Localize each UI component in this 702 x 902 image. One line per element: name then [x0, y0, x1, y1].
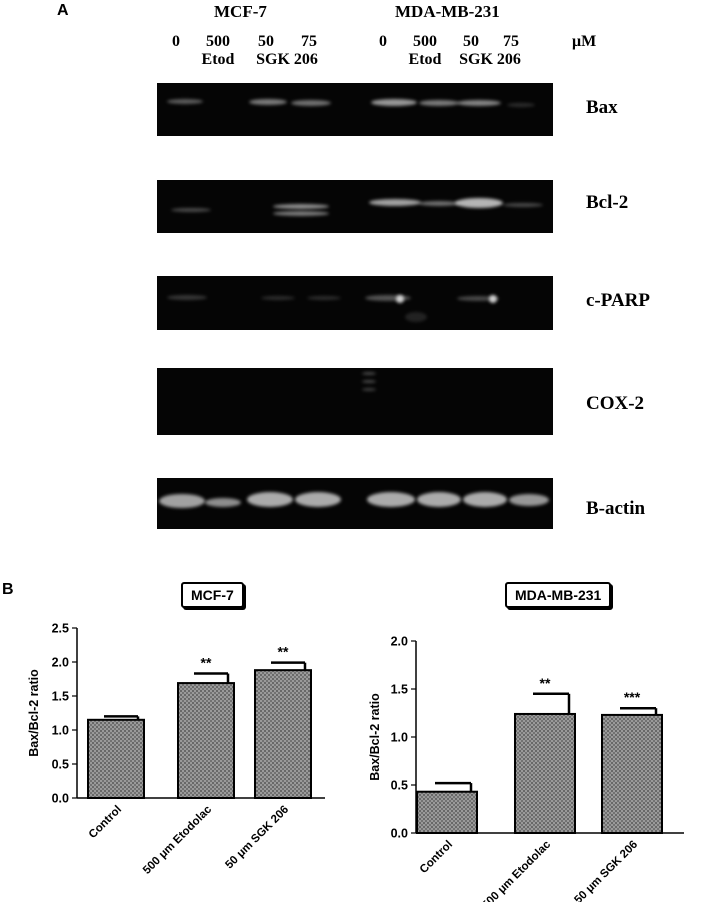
bar-chart-mcf7: 0.0 0.5 1.0 1.5 2.0 2.5 Bax/Bcl-2 ratio Control…: [0, 610, 351, 902]
panel-b-letter: B: [2, 581, 14, 599]
lane-label: 75: [497, 33, 525, 51]
bar-chart-mdamb231: 0.0 0.5 1.0 1.5 2.0 Bax/Bcl-2 ratio Control ** 5…: [351, 610, 702, 902]
blot-label-cparp: c-PARP: [586, 290, 650, 312]
bar: [88, 720, 144, 798]
y-tick-label: 0.5: [52, 758, 69, 772]
y-tick-label: 1.0: [52, 724, 69, 738]
lane-agent-label: SGK 206: [252, 51, 322, 69]
western-blot-bcl2: [157, 180, 553, 233]
chart-title-mdamb231: MDA-MB-231: [505, 582, 611, 608]
significance-marker: **: [540, 675, 551, 691]
significance-marker: **: [278, 644, 289, 660]
x-tick-label: Control: [87, 804, 124, 841]
blot-label-bax: Bax: [586, 97, 618, 119]
y-tick-label: 0.5: [391, 779, 408, 793]
cell-line-title-mdamb231: MDA-MB-231: [395, 2, 500, 22]
western-blot-bax: [157, 83, 553, 136]
bar: [417, 792, 477, 833]
lane-label: 50: [456, 33, 486, 51]
lane-label: 75: [291, 33, 327, 51]
lane-label: 0: [163, 33, 189, 51]
western-blot-cox2: [157, 368, 553, 435]
blot-label-b-actin: B-actin: [586, 498, 645, 520]
x-tick-label: Control: [418, 839, 455, 876]
chart-title-mcf7: MCF-7: [181, 582, 244, 608]
lane-label: 500 Etod: [403, 33, 447, 69]
lane-agent-label: SGK 206: [451, 51, 529, 69]
lane-label: 0: [370, 33, 396, 51]
y-tick-label: 2.0: [391, 635, 408, 649]
bar: [255, 670, 311, 798]
panel-a-letter: A: [57, 2, 69, 20]
y-tick-label: 0.0: [391, 827, 408, 841]
lane-label: 500 Etod: [196, 33, 240, 69]
western-blot-cparp: [157, 276, 553, 330]
lane-label: 50: [246, 33, 286, 51]
y-tick-label: 1.5: [52, 690, 69, 704]
y-tick-label: 0.0: [52, 792, 69, 806]
significance-marker: **: [201, 655, 212, 671]
y-axis-label: Bax/Bcl-2 ratio: [27, 669, 41, 757]
y-tick-label: 1.5: [391, 683, 408, 697]
significance-marker: ***: [624, 689, 641, 705]
unit-label: μM: [572, 33, 596, 51]
x-tick-label: 50 μm SGK 206: [223, 804, 291, 872]
western-blot-b-actin: [157, 478, 553, 529]
blot-label-bcl2: Bcl-2: [586, 192, 628, 214]
y-axis-label: Bax/Bcl-2 ratio: [368, 693, 382, 781]
x-tick-label: 50 μm SGK 206: [572, 839, 640, 902]
x-tick-label: 500 μm Etodolac: [141, 803, 215, 877]
bar: [515, 714, 575, 833]
y-tick-label: 2.0: [52, 656, 69, 670]
cell-line-title-mcf7: MCF-7: [214, 2, 267, 22]
bar: [602, 715, 662, 833]
blot-label-cox2: COX-2: [586, 393, 644, 415]
bar: [178, 683, 234, 798]
y-tick-label: 2.5: [52, 622, 69, 636]
x-tick-label: 500 μm Etodolac: [480, 838, 554, 902]
y-tick-label: 1.0: [391, 731, 408, 745]
